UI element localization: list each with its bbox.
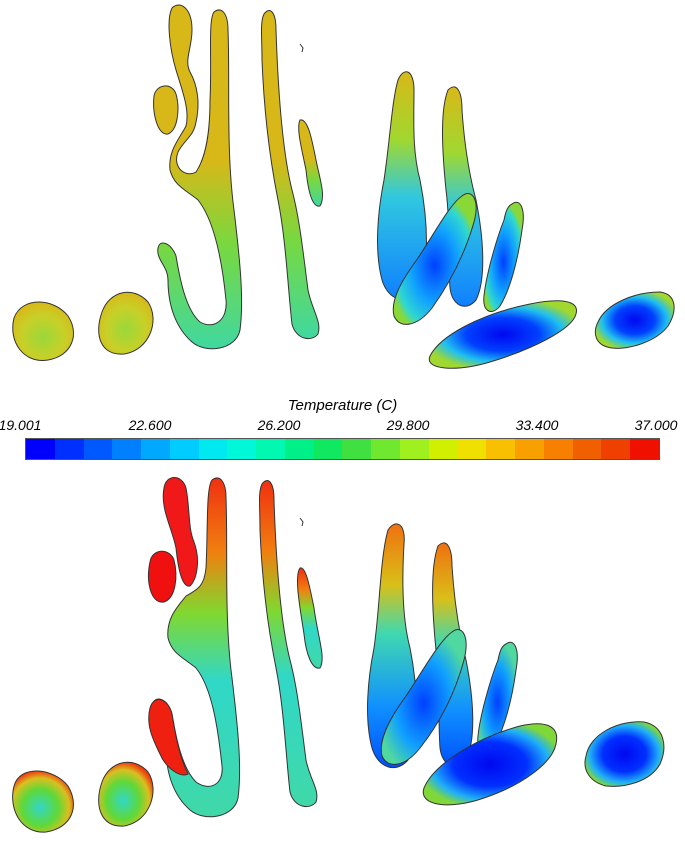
colorbar-segment [543,439,573,459]
b-thin-pillar [259,480,318,808]
blob-left-1 [12,301,74,361]
legend-tick-1: 19.001 [0,417,42,433]
b-blob-left-2 [98,761,154,827]
colorbar-segment [54,439,84,459]
thin-branch [298,119,323,207]
colorbar-segment [630,439,659,459]
oval-right [594,291,675,349]
colorbar-segment [428,439,458,459]
legend-tick-5: 33.400 [515,417,559,433]
colorbar-segment [342,439,372,459]
colorbar-segment [457,439,487,459]
curved-channel [157,4,243,350]
thin-pillar [261,10,320,340]
colorbar-segment [601,439,631,459]
b-oval-right [584,721,665,787]
colorbar-segment [284,439,314,459]
legend-tick-4: 29.800 [386,417,430,433]
colorbar-segment [83,439,113,459]
legend-tick-2: 22.600 [128,417,172,433]
b-finger-diag-1 [380,629,467,765]
colorbar-segment [198,439,228,459]
b-red-top [162,477,198,587]
colorbar-segment [515,439,544,459]
colorbar [25,438,660,460]
colorbar-segment [371,439,400,459]
b-thin-branch [296,567,323,669]
bottom-contour-svg [12,477,665,833]
b-red-lower [148,699,189,776]
b-red-oval [148,550,177,603]
legend-title: Temperature (C) [287,397,398,414]
colorbar-segment [399,439,429,459]
colorbar-segment [572,439,602,459]
top-contour-plot [0,0,685,380]
colorbar-segment [112,439,142,459]
b-curved-channel [151,477,241,818]
blob-left-2 [98,291,154,355]
small-oval [153,85,179,135]
colorbar-segment [227,439,257,459]
colorbar-segment [486,439,516,459]
legend-tick-3: 26.200 [257,417,301,433]
colorbar-segment [141,439,170,459]
colorbar-segment [26,439,55,459]
legend-tick-6: 37.000 [634,417,678,433]
b-oval-bottom [422,723,558,806]
top-contour-svg [12,4,675,369]
finger-diag-2 [483,201,524,312]
b-blob-left-1 [12,770,74,833]
temperature-legend: Temperature (C) 19.001 22.600 26.200 29.… [0,390,685,468]
bottom-contour-plot [0,468,685,848]
colorbar-segment [169,439,199,459]
colorbar-segment [256,439,285,459]
finger-diag-1 [392,193,477,325]
oval-bottom [428,300,577,369]
fragment [299,43,304,53]
b-fragment [299,517,304,527]
colorbar-segment [313,439,343,459]
